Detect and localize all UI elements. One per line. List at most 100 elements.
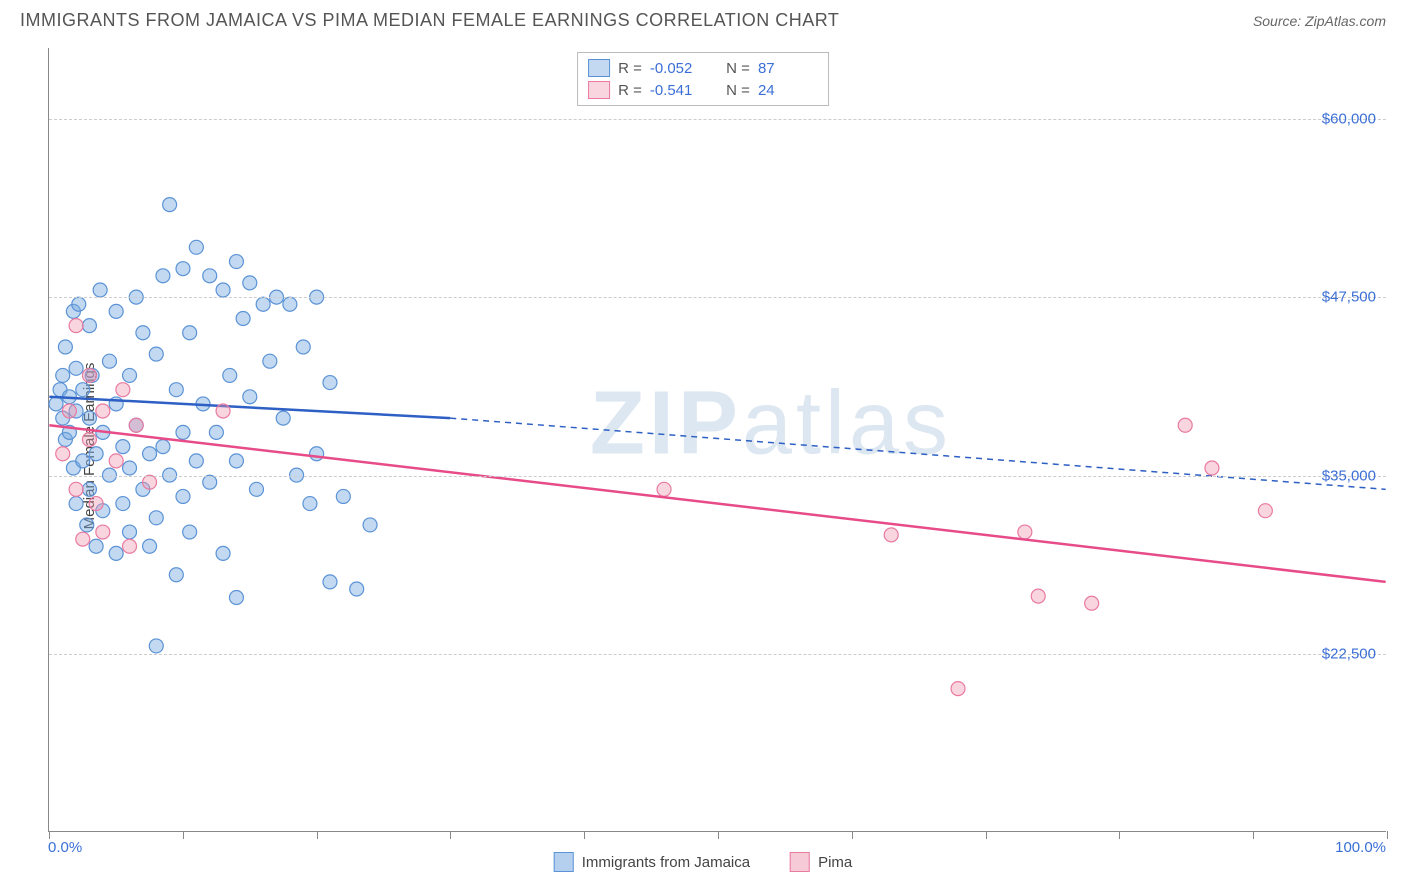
data-point [156,440,170,454]
data-point [109,454,123,468]
data-point [216,546,230,560]
data-point [249,482,263,496]
stat-r-label: R = [618,60,642,77]
data-point [229,591,243,605]
data-point [276,411,290,425]
data-point [82,482,96,496]
legend-label: Immigrants from Jamaica [582,854,750,871]
data-point [203,475,217,489]
scatter-plot [49,48,1386,831]
data-point [216,404,230,418]
data-point [89,539,103,553]
data-point [62,404,76,418]
data-point [116,440,130,454]
series-swatch [588,59,610,77]
stats-row: R = -0.052 N = 87 [588,57,818,79]
data-point [69,319,83,333]
x-axis-min-label: 0.0% [48,839,82,856]
data-point [143,447,157,461]
data-point [136,326,150,340]
x-tick [584,831,585,839]
data-point [176,489,190,503]
chart-title: IMMIGRANTS FROM JAMAICA VS PIMA MEDIAN F… [20,10,839,31]
data-point [82,433,96,447]
data-point [350,582,364,596]
gridline [49,297,1386,298]
data-point [163,198,177,212]
data-point [72,297,86,311]
data-point [1031,589,1045,603]
data-point [123,461,137,475]
data-point [149,639,163,653]
gridline [49,654,1386,655]
data-point [69,497,83,511]
data-point [102,354,116,368]
data-point [143,475,157,489]
data-point [56,447,70,461]
data-point [209,425,223,439]
legend-label: Pima [818,854,852,871]
data-point [116,383,130,397]
bottom-legend: Immigrants from Jamaica Pima [554,852,853,872]
data-point [303,497,317,511]
x-tick [1387,831,1388,839]
stat-r-value: -0.541 [650,82,710,99]
data-point [69,361,83,375]
data-point [884,528,898,542]
stats-row: R = -0.541 N = 24 [588,79,818,101]
data-point [1085,596,1099,610]
x-tick [718,831,719,839]
data-point [310,447,324,461]
stats-legend-box: R = -0.052 N = 87R = -0.541 N = 24 [577,52,829,106]
x-tick [986,831,987,839]
y-tick-label: $35,000 [1322,467,1376,484]
data-point [123,368,137,382]
data-point [183,326,197,340]
data-point [89,447,103,461]
data-point [216,283,230,297]
data-point [69,482,83,496]
x-tick [1253,831,1254,839]
x-tick [183,831,184,839]
data-point [1205,461,1219,475]
data-point [56,368,70,382]
legend-swatch [790,852,810,872]
source-label: Source: ZipAtlas.com [1253,13,1386,29]
stat-n-label: N = [718,82,750,99]
data-point [189,240,203,254]
y-tick-label: $60,000 [1322,111,1376,128]
data-point [76,532,90,546]
x-tick [450,831,451,839]
trend-line [49,425,1385,582]
data-point [189,454,203,468]
stat-r-label: R = [618,82,642,99]
legend-swatch [554,852,574,872]
stat-r-value: -0.052 [650,60,710,77]
data-point [109,546,123,560]
gridline [49,476,1386,477]
y-tick-label: $22,500 [1322,645,1376,662]
data-point [1018,525,1032,539]
data-point [323,376,337,390]
data-point [89,497,103,511]
data-point [1178,418,1192,432]
data-point [149,347,163,361]
gridline [49,119,1386,120]
data-point [256,297,270,311]
legend-item: Pima [790,852,852,872]
data-point [156,269,170,283]
data-point [263,354,277,368]
data-point [80,518,94,532]
data-point [283,297,297,311]
chart-area: ZIPatlas $22,500$35,000$47,500$60,000 [48,48,1386,832]
x-tick [1119,831,1120,839]
data-point [223,368,237,382]
data-point [49,397,63,411]
data-point [82,319,96,333]
data-point [236,311,250,325]
data-point [129,418,143,432]
data-point [82,411,96,425]
data-point [657,482,671,496]
x-tick [49,831,50,839]
data-point [82,368,96,382]
